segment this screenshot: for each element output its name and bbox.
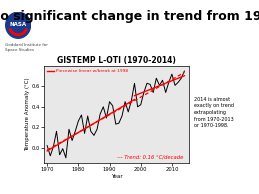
Text: 2014 is almost
exactly on trend
extrapolating
from 1970-2013
or 1970-1998.: 2014 is almost exactly on trend extrapol… [194, 97, 234, 128]
Text: NASA: NASA [10, 22, 27, 27]
Title: GISTEMP L-OTI (1970-2014): GISTEMP L-OTI (1970-2014) [57, 56, 176, 65]
Text: No significant change in trend from 1998: No significant change in trend from 1998 [0, 10, 259, 23]
Legend: Piecewise linear w/break at 1998: Piecewise linear w/break at 1998 [46, 68, 129, 74]
Text: --- Trend: 0.16 °C/decade: --- Trend: 0.16 °C/decade [117, 154, 183, 159]
Text: Goddard Institute for
Space Studies: Goddard Institute for Space Studies [5, 43, 48, 52]
Y-axis label: Temperature Anomaly (°C): Temperature Anomaly (°C) [25, 78, 30, 151]
X-axis label: Year: Year [111, 173, 122, 178]
Circle shape [6, 12, 31, 38]
